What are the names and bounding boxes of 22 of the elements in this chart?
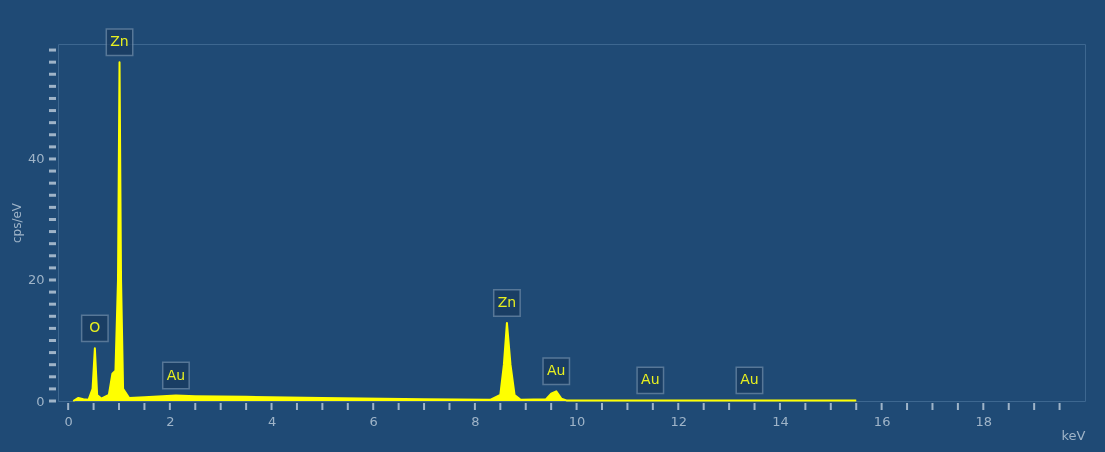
x-tick-label: 16 <box>873 413 891 429</box>
y-tick-label: 0 <box>36 393 45 409</box>
annotation: Au <box>641 371 660 388</box>
annotation: Zn <box>497 293 517 310</box>
annotation: Au <box>740 371 759 388</box>
y-axis-title: cps/eV <box>9 202 24 244</box>
x-axis-title: keV <box>1061 427 1086 443</box>
x-tick-label: 4 <box>267 413 277 429</box>
x-tick-label: 6 <box>369 413 378 429</box>
x-tick-label: 14 <box>772 413 789 429</box>
y-tick-label: 20 <box>27 272 45 288</box>
x-tick-label: 0 <box>64 413 73 429</box>
annotation: O <box>89 319 101 336</box>
x-tick-label: 8 <box>471 413 480 429</box>
annotation: Au <box>166 366 186 383</box>
x-tick-label: 18 <box>975 413 993 429</box>
annotation: Au <box>547 362 566 379</box>
annotation: Zn <box>110 33 129 50</box>
x-tick-label: 2 <box>166 413 175 429</box>
y-tick-label: 40 <box>27 151 45 167</box>
x-tick-label: 12 <box>670 413 688 429</box>
x-tick-label: 10 <box>568 413 586 429</box>
